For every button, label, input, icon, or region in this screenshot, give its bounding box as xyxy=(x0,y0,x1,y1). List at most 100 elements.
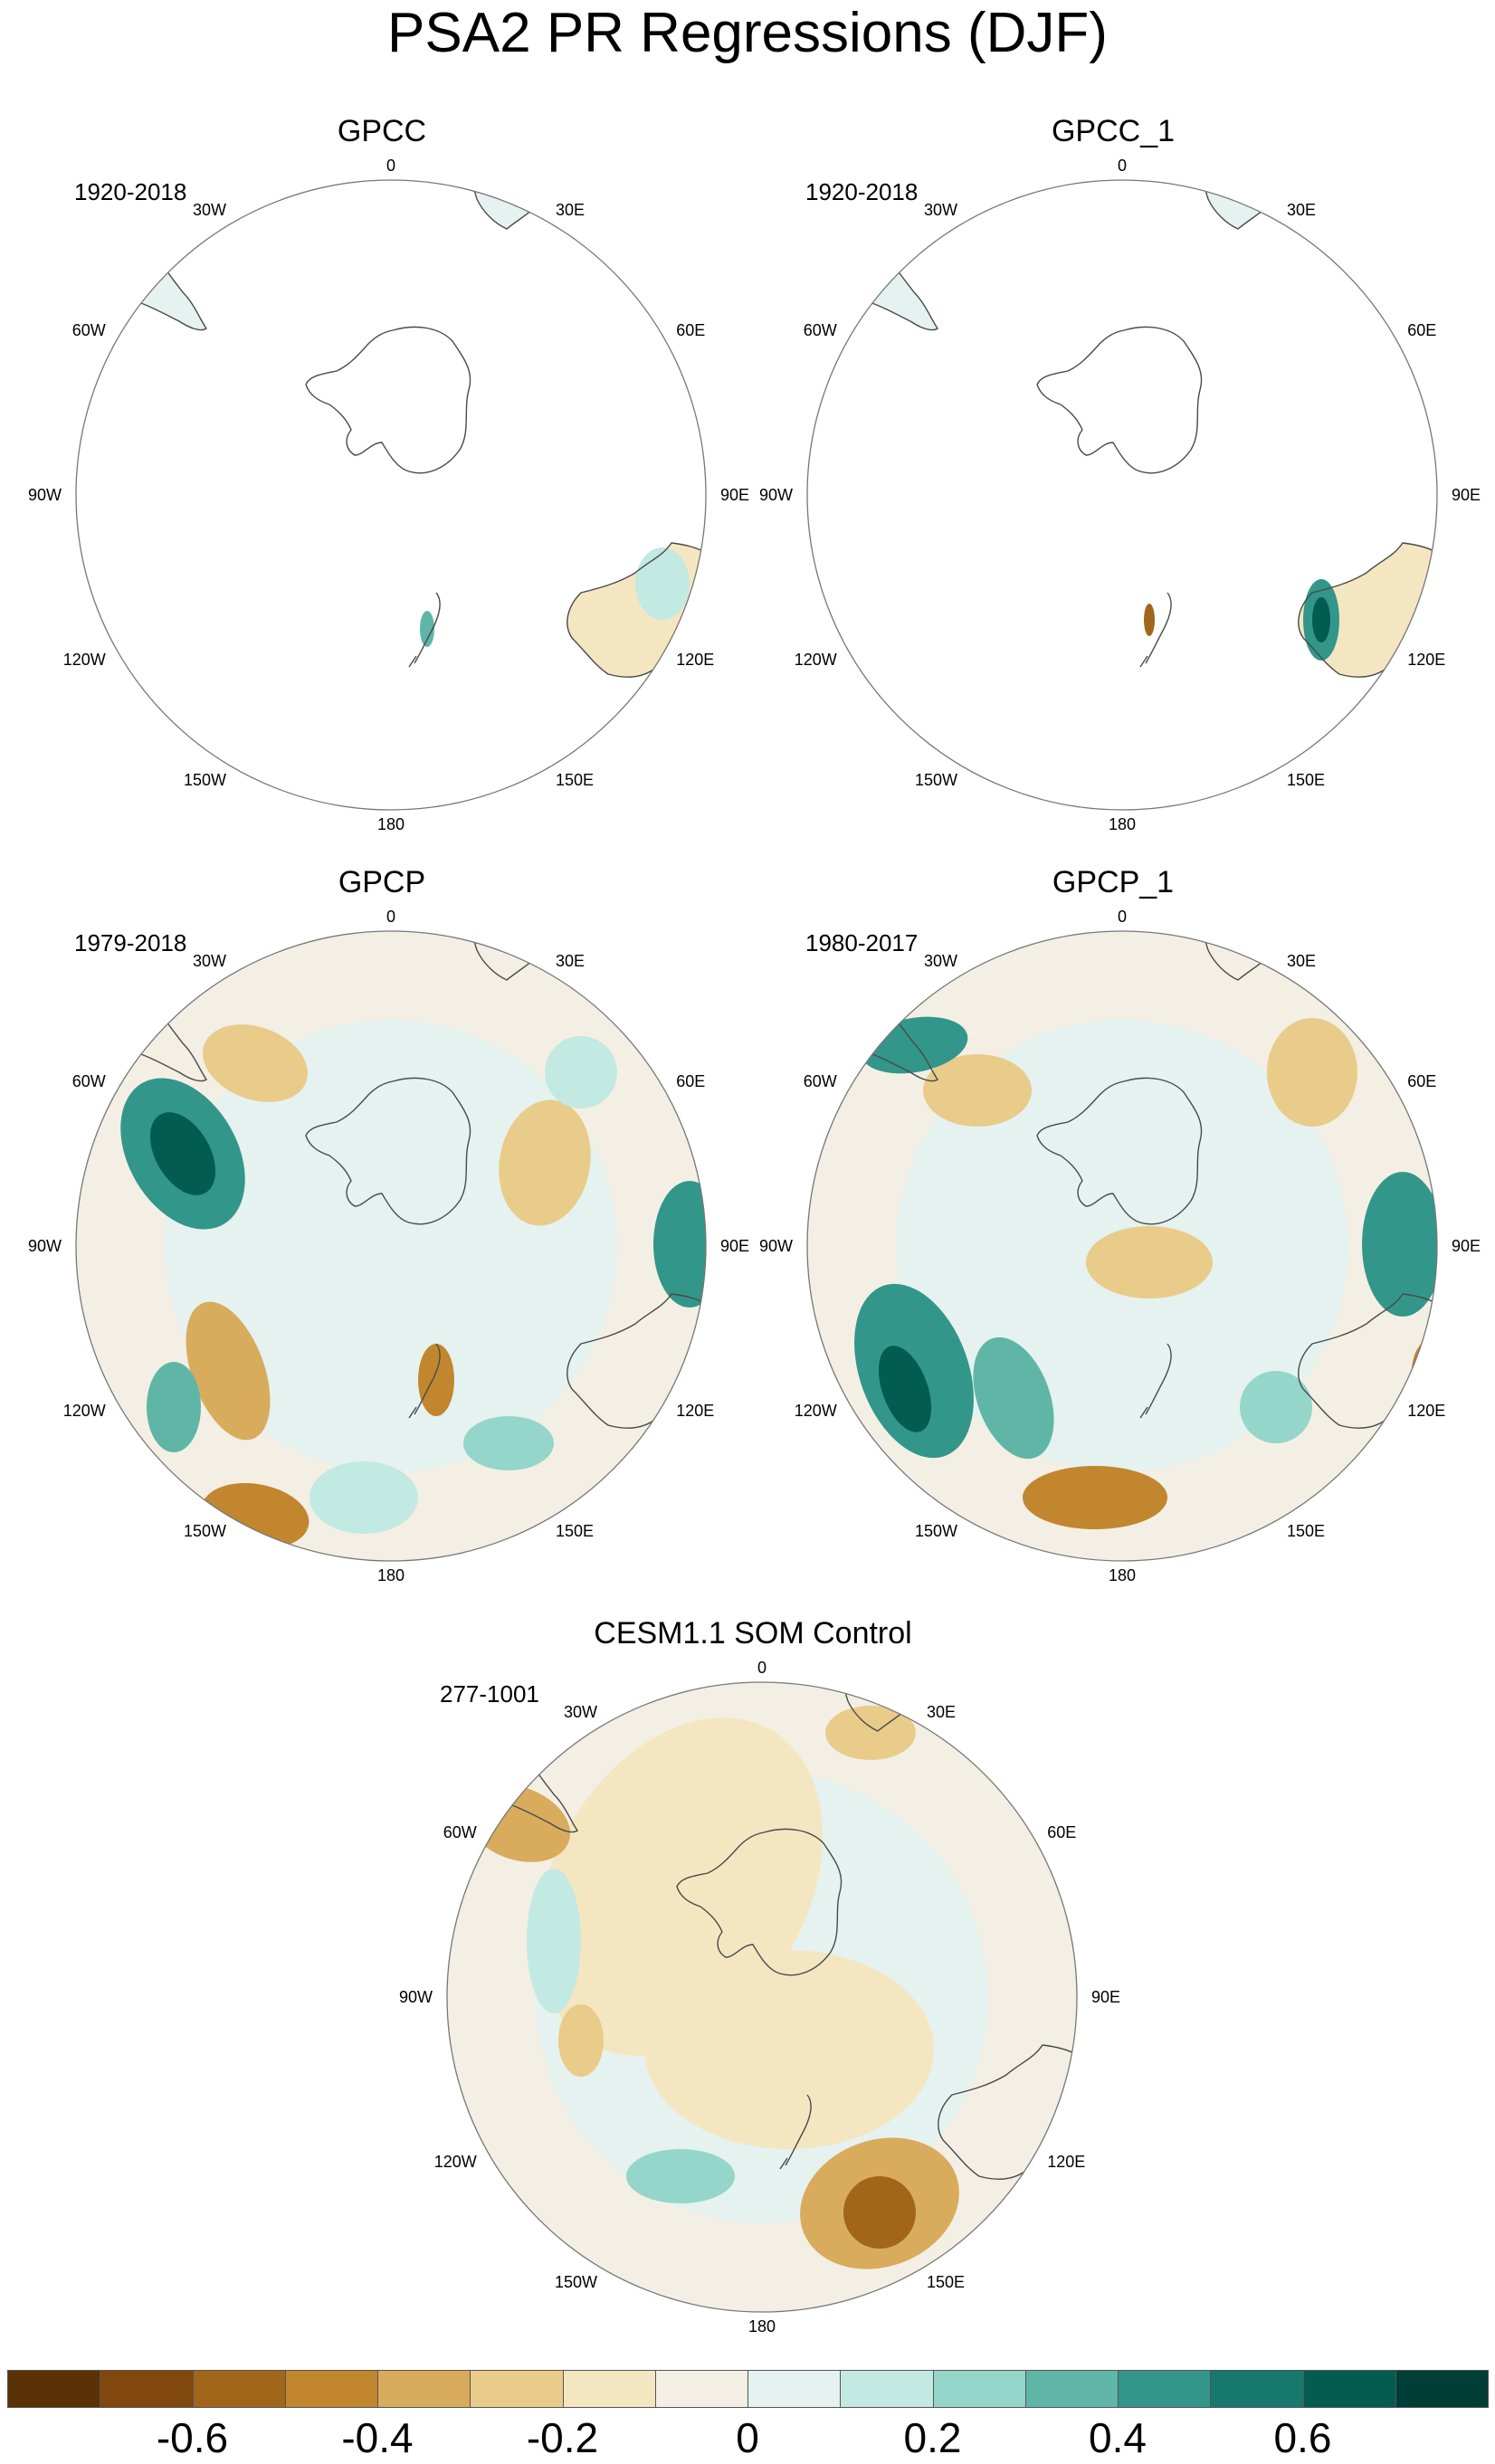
longitude-label: 30E xyxy=(556,201,585,219)
panel-period: 277-1001 xyxy=(440,1680,539,1708)
colorbar-tick-label: 0 xyxy=(736,2414,759,2461)
precip-anomaly-blob xyxy=(309,1461,418,1534)
coastline xyxy=(305,326,471,474)
colorbar-tick-label: -0.2 xyxy=(526,2414,599,2461)
longitude-label: 90W xyxy=(759,486,793,504)
map-panel-gpcc-1: GPCC_1 1920-2018 0 30E 60E 90E 120E 150E 180 15… xyxy=(759,113,1481,891)
coastline xyxy=(471,180,546,230)
map-field xyxy=(447,1682,1077,2312)
panel-period: 1920-2018 xyxy=(74,178,187,205)
colorbar-segment xyxy=(192,2370,286,2408)
longitude-label: 30E xyxy=(927,1703,956,1721)
colorbar-segment xyxy=(7,2370,101,2408)
precip-anomaly-blob xyxy=(923,1054,1032,1127)
longitude-label: 180 xyxy=(377,1566,405,1584)
coastline xyxy=(1202,180,1277,230)
longitude-label: 120E xyxy=(676,651,714,669)
longitude-label: 150E xyxy=(1287,771,1325,789)
precip-anomaly-blob xyxy=(635,547,690,620)
map-field xyxy=(807,931,1437,1561)
precip-anomaly-blob xyxy=(545,1036,617,1108)
precip-anomaly-blob xyxy=(843,2176,916,2249)
panel-period: 1980-2017 xyxy=(805,929,919,956)
coastline xyxy=(779,2094,812,2170)
precip-anomaly-blob xyxy=(112,214,145,265)
colorbar-segment xyxy=(1302,2370,1396,2408)
longitude-label: 120W xyxy=(63,651,106,669)
panel-period: 1920-2018 xyxy=(805,178,919,205)
colorbar-segment xyxy=(1395,2370,1489,2408)
precip-anomaly-blob xyxy=(825,1706,916,1760)
panel-title: CESM1.1 SOM Control xyxy=(594,1616,912,1651)
precip-anomaly-blob xyxy=(558,2004,604,2077)
longitude-label: 90E xyxy=(720,486,749,504)
precip-anomaly-blob xyxy=(420,611,434,647)
colorbar-tick-label: -0.6 xyxy=(156,2414,229,2461)
precip-anomaly-blob xyxy=(973,1337,1054,1460)
precip-anomaly-blob xyxy=(626,2149,735,2203)
longitude-label: 30W xyxy=(924,952,957,970)
colorbar-segment xyxy=(470,2370,564,2408)
map-panel-gpcc: GPCC 1920-2018 0 30E 60E 90E 120E 150E 180 150W… xyxy=(28,113,749,891)
precip-anomaly-blob xyxy=(878,1346,932,1432)
colorbar-segment xyxy=(932,2370,1026,2408)
longitude-label: 30W xyxy=(193,201,226,219)
map-panel-gpcp-1: GPCP_1 1980-2017 0 30E 60E 90E 120E 150E 180 15… xyxy=(759,864,1481,1642)
precip-anomaly-blob xyxy=(1086,1226,1213,1299)
coastline xyxy=(305,1077,471,1225)
map-boundary-circle xyxy=(75,179,707,811)
precip-anomaly-blob xyxy=(147,1362,201,1452)
longitude-label: 150W xyxy=(555,2273,597,2291)
precip-anomaly-blob xyxy=(653,1181,706,1308)
longitude-label: 60E xyxy=(1407,321,1436,339)
longitude-label: 150E xyxy=(556,771,594,789)
map-background xyxy=(76,180,706,810)
longitude-label: 30W xyxy=(564,1703,597,1721)
colorbar-tick-label: 0.6 xyxy=(1273,2414,1332,2461)
panel-title: GPCP xyxy=(338,865,426,899)
colorbar-segment xyxy=(1210,2370,1304,2408)
longitude-label: 0 xyxy=(1118,908,1127,926)
polar-map: 0 30E 60E 90E 120E 150E 180 150W 120W 90W 60W 30W xyxy=(759,908,1481,1584)
polar-map: 0 30E 60E 90E 120E 150E 180 150W 120W 90W 60W 30W xyxy=(399,1659,1120,2336)
coastline xyxy=(408,1343,441,1419)
longitude-label: 180 xyxy=(1109,1566,1136,1584)
coastline xyxy=(1202,931,1277,981)
coastline xyxy=(567,542,706,678)
longitude-label: 120E xyxy=(1407,1402,1445,1420)
coastline xyxy=(938,2044,1077,2180)
coastline xyxy=(1139,1343,1172,1419)
map-field xyxy=(76,931,706,1561)
longitude-label: 150E xyxy=(556,1522,594,1540)
longitude-label: 150E xyxy=(927,2273,965,2291)
longitude-label: 60W xyxy=(443,1823,477,1841)
colorbar-segment xyxy=(284,2370,378,2408)
precip-anomaly-blob xyxy=(1240,1371,1312,1443)
longitude-label: 0 xyxy=(757,1659,767,1677)
coastline xyxy=(1036,326,1203,474)
precip-anomaly-blob xyxy=(1267,1018,1357,1127)
longitude-label: 90W xyxy=(28,1237,62,1255)
panel-title: GPCP_1 xyxy=(1052,865,1175,899)
coastline xyxy=(1298,542,1437,678)
polar-map: 0 30E 60E 90E 120E 150E 180 150W 120W 90W 60W 30W xyxy=(759,157,1481,833)
longitude-label: 60E xyxy=(1407,1072,1436,1090)
longitude-label: 60E xyxy=(1047,1823,1076,1841)
longitude-label: 60E xyxy=(676,321,705,339)
longitude-label: 30W xyxy=(193,952,226,970)
coastline xyxy=(676,1828,843,1976)
coastline xyxy=(1036,1077,1203,1225)
longitude-label: 120W xyxy=(795,651,837,669)
colorbar-segment xyxy=(562,2370,656,2408)
precip-anomaly-blob xyxy=(418,1344,454,1416)
coastline xyxy=(408,592,441,668)
longitude-label: 150W xyxy=(915,1522,957,1540)
longitude-label: 60E xyxy=(676,1072,705,1090)
longitude-label: 30E xyxy=(1287,952,1316,970)
colorbar-segment xyxy=(748,2370,842,2408)
longitude-label: 150W xyxy=(915,771,957,789)
longitude-label: 90E xyxy=(1452,1237,1481,1255)
colorbar-segment xyxy=(1024,2370,1119,2408)
precip-anomaly-blob xyxy=(165,1020,617,1472)
precip-anomaly-blob xyxy=(499,1099,591,1226)
